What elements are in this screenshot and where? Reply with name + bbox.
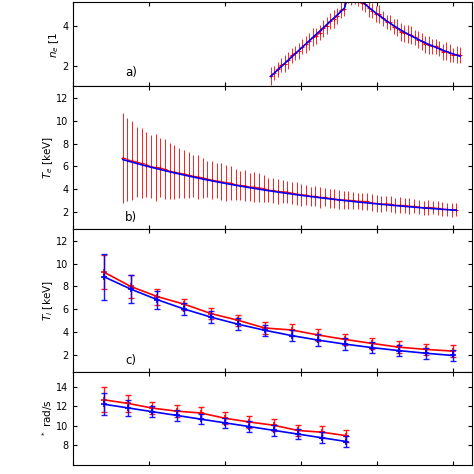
Text: c): c): [125, 354, 136, 366]
Y-axis label: $T_i$ [keV]: $T_i$ [keV]: [41, 280, 55, 321]
Y-axis label: $^*$ rad/s: $^*$ rad/s: [40, 400, 55, 437]
Text: b): b): [125, 210, 137, 224]
Y-axis label: $n_e$ [1: $n_e$ [1: [47, 31, 61, 57]
Y-axis label: $T_e$ [keV]: $T_e$ [keV]: [41, 136, 55, 179]
Text: a): a): [125, 66, 137, 79]
